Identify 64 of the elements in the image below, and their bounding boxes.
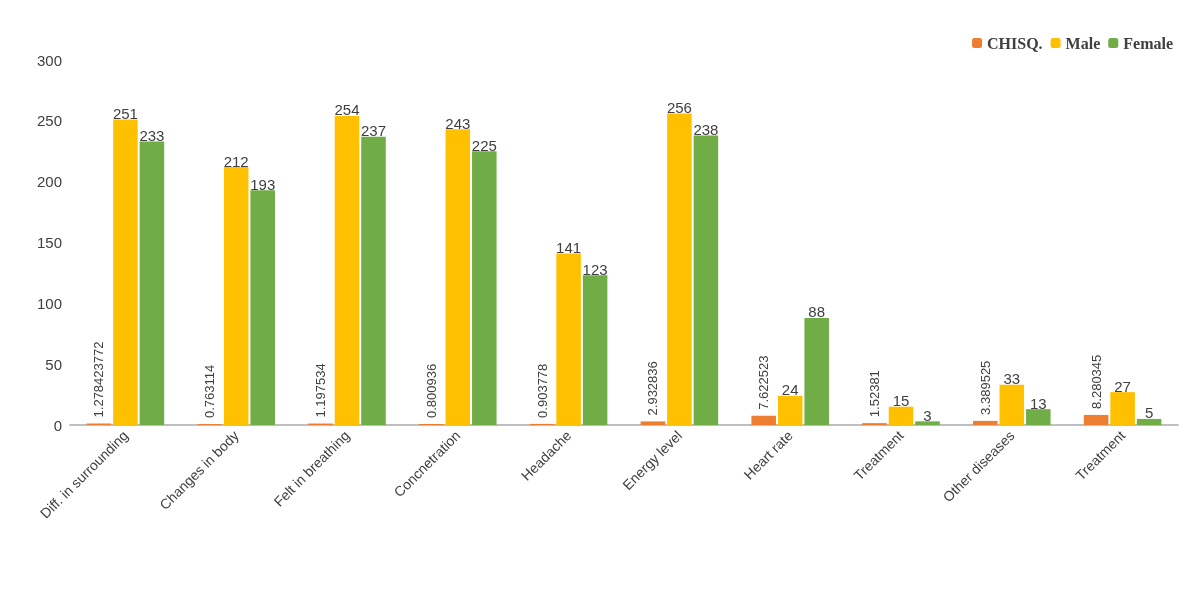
- data-label: 256: [666, 99, 692, 117]
- data-label: 27: [1114, 377, 1131, 395]
- data-label: 2.932836: [645, 361, 661, 416]
- y-tick-label: 150: [36, 234, 62, 251]
- bar: [113, 119, 138, 425]
- bar: [250, 190, 275, 425]
- data-label: 13: [1029, 394, 1047, 412]
- legend-label: Female: [1123, 34, 1173, 52]
- data-label: 1.278423772: [91, 341, 107, 418]
- data-label: 7.622523: [756, 355, 772, 410]
- bar: [139, 141, 165, 425]
- data-label: 237: [360, 122, 387, 140]
- data-label: 251: [112, 105, 138, 123]
- data-label: 5: [1144, 404, 1154, 422]
- bar: [1136, 418, 1162, 425]
- bar: [667, 113, 692, 425]
- data-label: 33: [1003, 370, 1021, 388]
- data-label: 8.280345: [1088, 354, 1104, 409]
- bar: [888, 406, 914, 425]
- bar: [693, 135, 719, 425]
- bar: [556, 253, 581, 425]
- y-tick-label: 0: [53, 416, 62, 434]
- bar: [804, 317, 829, 425]
- bar: [751, 415, 776, 425]
- data-label: 15: [892, 392, 910, 410]
- bar: [915, 421, 940, 425]
- data-label: 88: [808, 303, 826, 321]
- bar: [334, 115, 360, 425]
- data-label: 141: [556, 238, 582, 256]
- legend-label: Male: [1065, 34, 1101, 52]
- data-label: 225: [471, 136, 497, 154]
- y-tick-label: 200: [36, 173, 62, 191]
- data-label: 3: [923, 406, 932, 424]
- data-label: 0.903778: [534, 363, 550, 418]
- bar: [472, 151, 497, 425]
- data-label: 1.52381: [866, 370, 882, 418]
- data-label: 24: [781, 381, 799, 399]
- data-label: 233: [139, 127, 165, 145]
- bar: [361, 136, 386, 425]
- y-tick-label: 100: [36, 294, 62, 312]
- data-label: 1.197534: [312, 363, 328, 418]
- data-label: 0.763114: [202, 364, 218, 419]
- bar: [640, 421, 666, 425]
- data-label: 212: [223, 152, 249, 170]
- bar: [777, 395, 803, 425]
- bar: [223, 167, 249, 425]
- legend-label: CHISQ.: [987, 34, 1043, 52]
- y-tick-label: 50: [45, 355, 62, 373]
- data-label: 238: [693, 120, 719, 138]
- y-tick-label: 300: [36, 51, 62, 69]
- y-tick-label: 250: [36, 112, 62, 130]
- bar: [445, 129, 471, 425]
- data-label: 3.389525: [977, 360, 993, 415]
- bar: [1083, 414, 1109, 425]
- data-label: 0.800936: [423, 363, 439, 419]
- data-label: 243: [445, 114, 471, 132]
- bar: [973, 420, 998, 425]
- data-label: 123: [582, 260, 608, 278]
- data-label: 254: [334, 101, 360, 119]
- data-label: 193: [250, 175, 276, 193]
- bar: [1110, 392, 1135, 425]
- bar: [582, 275, 608, 425]
- bar: [999, 384, 1025, 425]
- bar: [1026, 409, 1051, 425]
